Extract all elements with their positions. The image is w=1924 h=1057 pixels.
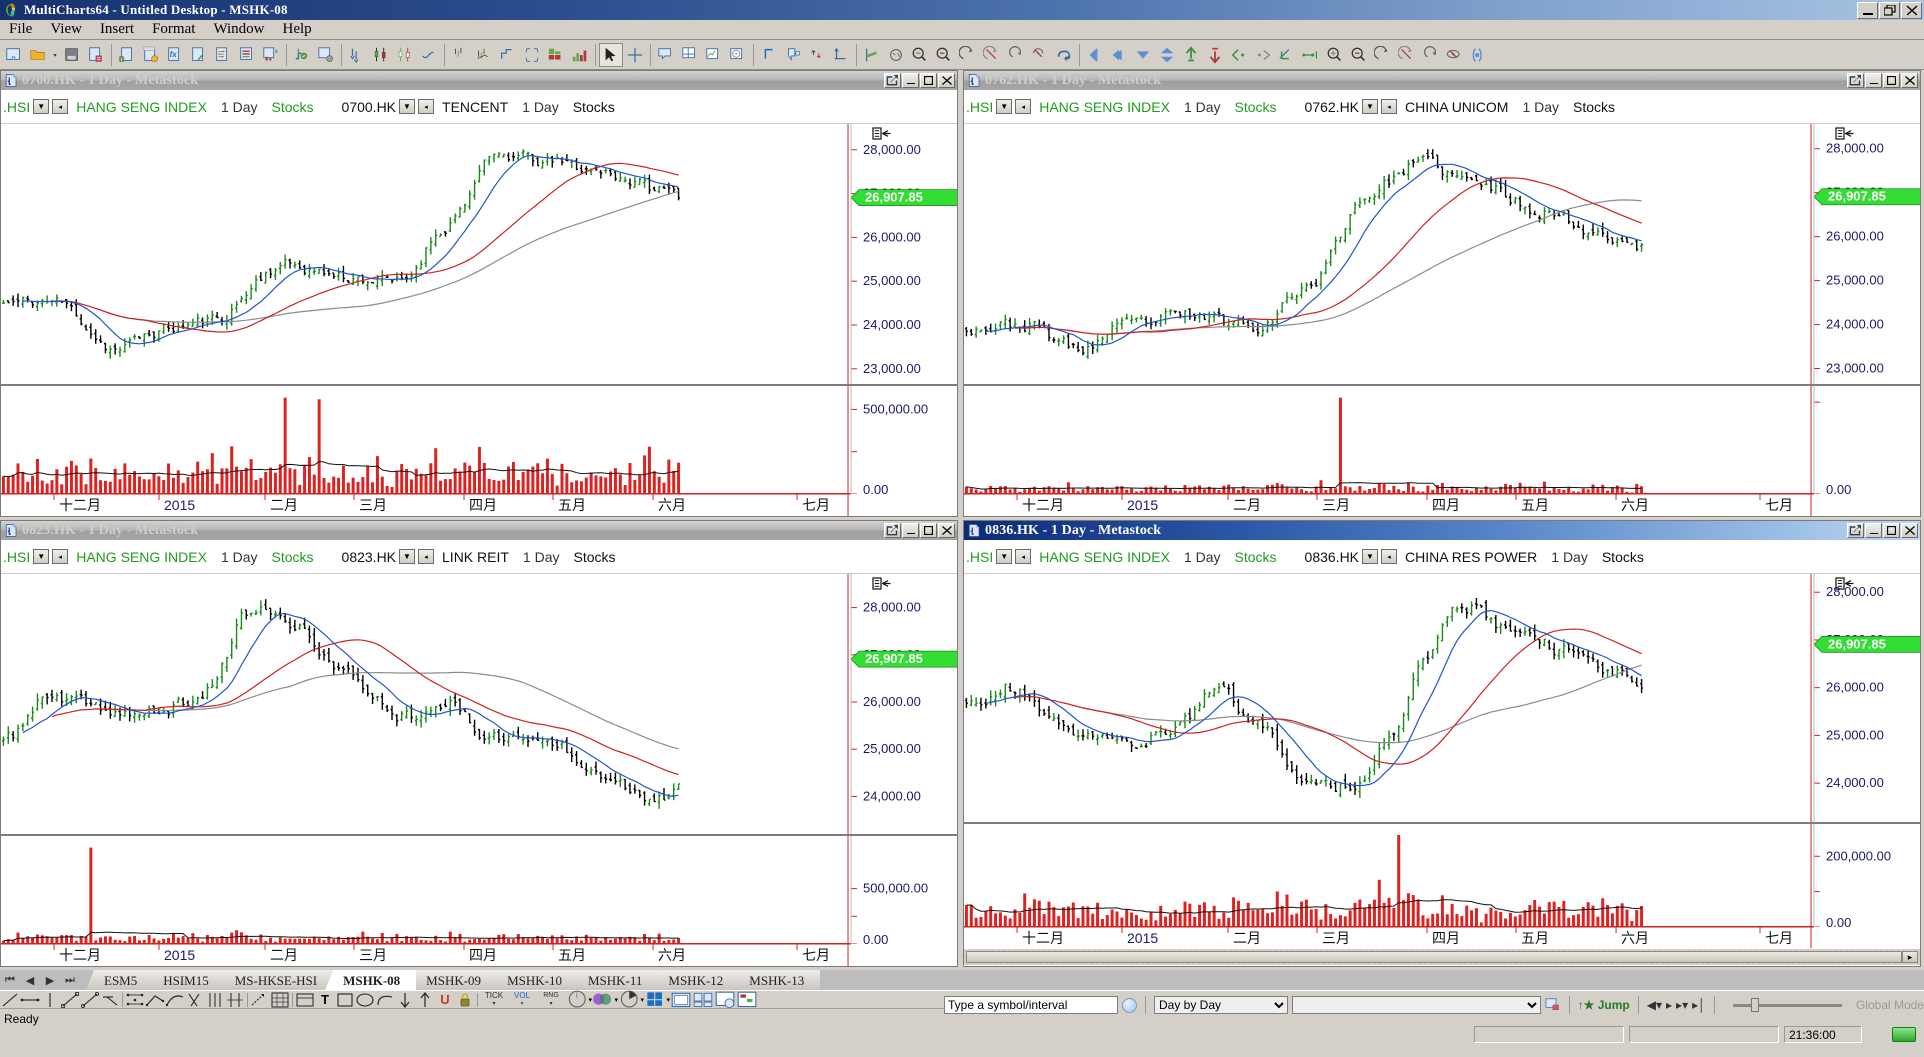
svg-text:三月: 三月 <box>1322 930 1350 946</box>
svg-text:六月: 六月 <box>1621 930 1649 946</box>
svg-text:二月: 二月 <box>1233 930 1261 946</box>
svg-text:0.00: 0.00 <box>863 482 888 494</box>
svg-text:24,000.00: 24,000.00 <box>863 788 921 803</box>
svg-text:28,000.00: 28,000.00 <box>1826 141 1884 156</box>
svg-text:五月: 五月 <box>1521 930 1549 946</box>
svg-text:24,000.00: 24,000.00 <box>1826 775 1884 790</box>
svg-text:24,000.00: 24,000.00 <box>863 317 921 332</box>
svg-text:四月: 四月 <box>469 497 497 513</box>
svg-text:十二月: 十二月 <box>59 497 101 513</box>
svg-text:28,000.00: 28,000.00 <box>863 600 921 615</box>
svg-text:23,000.00: 23,000.00 <box>1826 360 1884 375</box>
svg-text:五月: 五月 <box>558 497 586 513</box>
svg-text:23,000.00: 23,000.00 <box>863 361 921 376</box>
svg-text:十二月: 十二月 <box>59 947 101 963</box>
svg-text:26,000.00: 26,000.00 <box>1826 680 1884 695</box>
svg-text:七月: 七月 <box>1765 930 1793 946</box>
svg-text:六月: 六月 <box>658 947 686 963</box>
svg-text:0.00: 0.00 <box>1826 482 1851 494</box>
svg-text:四月: 四月 <box>469 947 497 963</box>
svg-text:七月: 七月 <box>1765 497 1793 513</box>
svg-text:25,000.00: 25,000.00 <box>863 273 921 288</box>
svg-text:24,000.00: 24,000.00 <box>1826 317 1884 332</box>
svg-text:26,907.85: 26,907.85 <box>865 190 923 205</box>
svg-text:0.00: 0.00 <box>863 932 888 944</box>
svg-text:2015: 2015 <box>1127 497 1158 513</box>
svg-text:二月: 二月 <box>270 497 298 513</box>
svg-text:七月: 七月 <box>802 947 830 963</box>
svg-text:七月: 七月 <box>802 497 830 513</box>
svg-text:fx: fx <box>170 49 178 58</box>
svg-text:500,000.00: 500,000.00 <box>863 881 928 896</box>
svg-text:28,000.00: 28,000.00 <box>863 142 921 157</box>
svg-text:三月: 三月 <box>359 497 387 513</box>
svg-text:26,907.85: 26,907.85 <box>1828 189 1886 204</box>
svg-text:二月: 二月 <box>270 947 298 963</box>
svg-text:25,000.00: 25,000.00 <box>1826 273 1884 288</box>
svg-text:200,000.00: 200,000.00 <box>1826 848 1891 863</box>
svg-text:2015: 2015 <box>1127 930 1158 946</box>
svg-text:26,000.00: 26,000.00 <box>1826 229 1884 244</box>
svg-text:28,000.00: 28,000.00 <box>1826 584 1884 599</box>
svg-text:二月: 二月 <box>1233 497 1261 513</box>
svg-text:十二月: 十二月 <box>1022 497 1064 513</box>
svg-text:500,000.00: 500,000.00 <box>863 401 928 416</box>
svg-text:26,000.00: 26,000.00 <box>863 229 921 244</box>
svg-text:2015: 2015 <box>164 947 195 963</box>
svg-text:25,000.00: 25,000.00 <box>1826 727 1884 742</box>
svg-text:三月: 三月 <box>359 947 387 963</box>
svg-text:四月: 四月 <box>1432 497 1460 513</box>
svg-text:五月: 五月 <box>558 947 586 963</box>
svg-text:2015: 2015 <box>164 497 195 513</box>
svg-text:0.00: 0.00 <box>1826 915 1851 927</box>
svg-text:十二月: 十二月 <box>1022 930 1064 946</box>
svg-text:六月: 六月 <box>1621 497 1649 513</box>
svg-text:25,000.00: 25,000.00 <box>863 741 921 756</box>
svg-text:五月: 五月 <box>1521 497 1549 513</box>
svg-text:六月: 六月 <box>658 497 686 513</box>
svg-text:四月: 四月 <box>1432 930 1460 946</box>
svg-text:三月: 三月 <box>1322 497 1350 513</box>
svg-text:26,907.85: 26,907.85 <box>865 651 923 666</box>
svg-text:26,000.00: 26,000.00 <box>863 694 921 709</box>
svg-text:26,907.85: 26,907.85 <box>1828 636 1886 651</box>
